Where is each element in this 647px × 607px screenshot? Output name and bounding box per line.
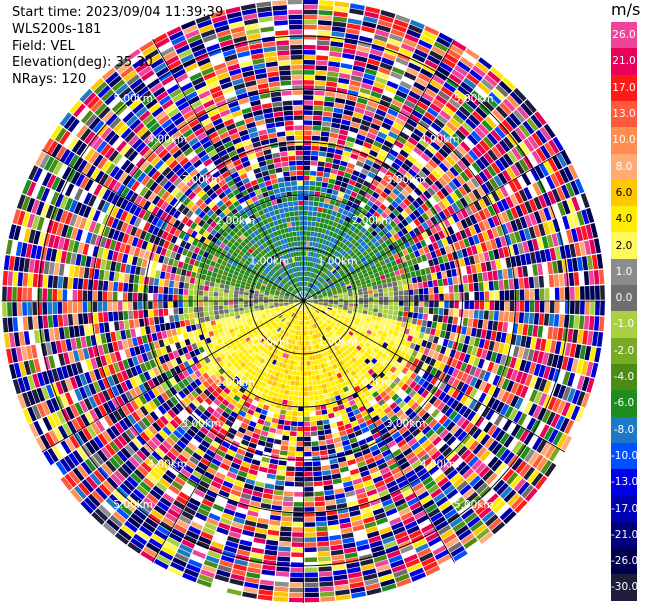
colorbar-band (611, 311, 637, 339)
colorbar-band (611, 100, 637, 128)
colorbar-band (611, 495, 637, 523)
colorbar-unit: m/s (611, 0, 641, 19)
colorbar-tick-label: 0.0 (615, 292, 633, 305)
colorbar-tick-label: 6.0 (615, 186, 633, 199)
range-ring-grid (1, 0, 606, 603)
colorbar-tick-label: -1.0 (613, 318, 635, 331)
scan-info: Start time: 2023/09/04 11:39:39 WLS200s-… (12, 5, 223, 89)
colorbar-band (611, 48, 637, 76)
radar-gates (2, 0, 605, 603)
colorbar-band (611, 232, 637, 260)
azimuth-spoke (303, 300, 455, 563)
range-ring-label: 2.00km (216, 377, 256, 389)
field-text: Field: VEL (12, 38, 75, 54)
colorbar-band (611, 548, 637, 575)
range-ring-label: 3.00km (181, 418, 221, 430)
radar-gate-group (3, 10, 600, 589)
range-ring-label: 3.00km (386, 174, 426, 186)
colorbar-band (611, 127, 637, 154)
range-ring-label: 5.00km (454, 93, 494, 105)
colorbar-band (611, 416, 637, 444)
radar-gate-group (7, 4, 595, 592)
radar-ppi-plot: 1.00km 1.00km 1.00km 1.00km 2.00km 2.00km 2.00… (1, 0, 606, 603)
range-ring-label: 5.00km (113, 499, 153, 511)
colorbar-tick-label: -8.0 (613, 423, 635, 436)
range-ring-label: 5.00km (113, 93, 153, 105)
instrument-name: WLS200s-181 (12, 21, 102, 37)
azimuth-spoke (41, 149, 304, 302)
colorbar-tick-label: -26.0 (611, 555, 639, 568)
colorbar-tick-label: -30.0 (611, 581, 639, 594)
colorbar-tick-label: -10.0 (611, 449, 639, 462)
elevation-text: Elevation(deg): 35.30 (12, 55, 153, 71)
colorbar-tick-label: -17.0 (611, 502, 639, 515)
colorbar-tick-label: -4.0 (613, 371, 635, 384)
colorbar-tick-label: 17.0 (612, 81, 636, 94)
colorbar-band (611, 521, 637, 549)
range-ring-label: 1.00km (318, 337, 358, 349)
colorbar-tick-label: 1.0 (615, 265, 633, 278)
nrays-text: NRays: 120 (12, 72, 87, 88)
azimuth-spoke (303, 300, 566, 453)
colorbar-band (611, 363, 637, 391)
velocity-colorbar: m/s 26.0 21.0 17.0 13.0 10.0 8.0 6.0 4.0 2.0 1.0 0… (607, 0, 647, 607)
range-ring-label: 3.00km (181, 174, 221, 186)
colorbar-band (611, 285, 637, 312)
range-ring-label: 4.00km (420, 134, 460, 146)
colorbar-tick-label: 2.0 (615, 239, 633, 252)
azimuth-spoke (303, 39, 455, 302)
range-ring-label: 4.00km (147, 134, 187, 146)
colorbar-band (611, 22, 637, 49)
azimuth-spoke (152, 300, 304, 563)
colorbar-band (611, 74, 637, 102)
azimuth-spoke (41, 300, 304, 453)
colorbar-band (611, 153, 637, 181)
range-ring-label: 4.00km (420, 458, 460, 470)
colorbar-band (611, 442, 637, 470)
colorbar-tick-label: -13.0 (611, 476, 639, 489)
colorbar-band (611, 206, 637, 233)
range-ring-label: 3.00km (386, 418, 426, 430)
range-ring-label: 1.00km (318, 255, 358, 267)
colorbar-tick-label: 26.0 (612, 29, 636, 42)
colorbar-tick-label: -21.0 (611, 528, 639, 541)
colorbar-band (611, 179, 637, 207)
colorbar-tick-label: 13.0 (612, 108, 636, 121)
radar-gate-group (27, 16, 576, 567)
range-ring-label: 5.00km (454, 499, 494, 511)
colorbar-band (611, 469, 637, 496)
colorbar-tick-label: 4.0 (615, 213, 633, 226)
range-ring-label: 2.00km (352, 215, 392, 227)
colorbar-tick-label: 10.0 (612, 134, 636, 147)
azimuth-spoke (303, 149, 566, 302)
colorbar-tick-label: 8.0 (615, 160, 633, 173)
colorbar-tick-label: -6.0 (613, 397, 635, 410)
colorbar-tick-label: 21.0 (612, 55, 636, 68)
range-ring-label: 2.00km (216, 215, 256, 227)
range-ring-label: 1.00km (250, 255, 290, 267)
start-time-text: Start time: 2023/09/04 11:39:39 (12, 5, 224, 20)
azimuth-spoke (152, 39, 304, 302)
radar-gate-group (12, 10, 605, 591)
colorbar-band (611, 390, 637, 417)
range-ring-label: 2.00km (352, 377, 392, 389)
range-ring-label: 4.00km (147, 458, 187, 470)
range-ring-label: 1.00km (250, 337, 290, 349)
range-ring-labels: 1.00km 1.00km 1.00km 1.00km 2.00km 2.00km 2.00… (113, 93, 493, 511)
colorbar-tick-label: -2.0 (613, 344, 635, 357)
colorbar-band (611, 574, 637, 602)
colorbar-band (611, 337, 637, 365)
colorbar-band (611, 258, 637, 286)
